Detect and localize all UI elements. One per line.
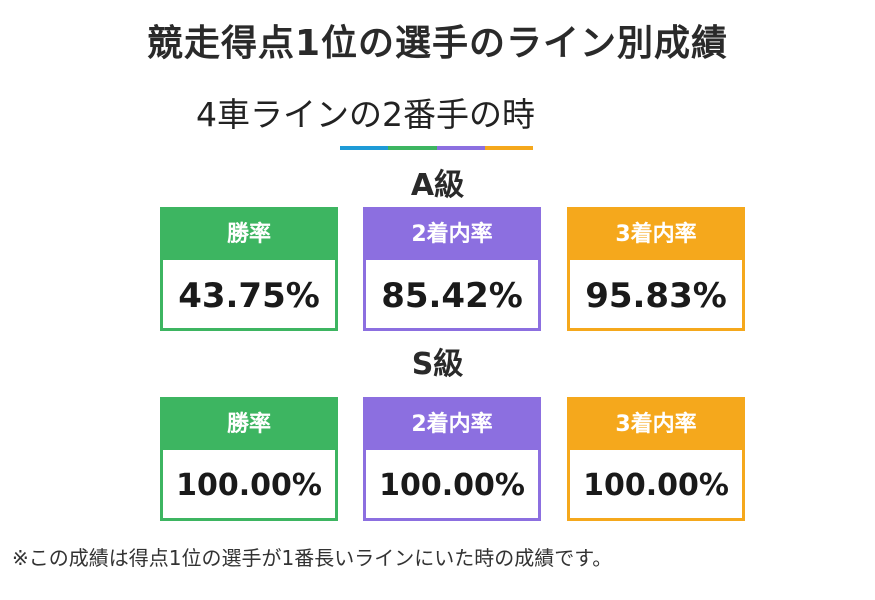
stat-card-a-top2-rate: 2着内率 85.42% <box>363 207 541 331</box>
divider-segment-orange <box>484 146 533 150</box>
footnote: ※この成績は得点1位の選手が1番長いラインにいた時の成績です。 <box>12 546 613 570</box>
stat-card-a-win-rate: 勝率 43.75% <box>160 207 338 331</box>
section-label-a: A級 <box>410 168 465 203</box>
divider-segment-green <box>388 146 437 150</box>
color-divider <box>340 146 533 150</box>
stat-card-s-top2-rate: 2着内率 100.00% <box>363 397 541 521</box>
stat-card-value: 43.75% <box>178 276 320 316</box>
stat-card-a-top3-rate: 3着内率 95.83% <box>567 207 745 331</box>
stat-card-s-win-rate: 勝率 100.00% <box>160 397 338 521</box>
stat-card-value: 100.00% <box>176 468 322 503</box>
stat-card-header: 2着内率 <box>366 400 538 450</box>
stat-card-value: 100.00% <box>379 468 525 503</box>
stat-card-header: 3着内率 <box>570 400 742 450</box>
stat-card-s-top3-rate: 3着内率 100.00% <box>567 397 745 521</box>
page-title: 競走得点1位の選手のライン別成績 <box>146 23 729 64</box>
divider-segment-blue <box>340 146 389 150</box>
stat-card-value: 95.83% <box>585 276 727 316</box>
page-subtitle: 4車ラインの2番手の時 <box>196 95 535 134</box>
stat-card-header: 3着内率 <box>570 210 742 260</box>
stat-card-header: 2着内率 <box>366 210 538 260</box>
stat-card-header: 勝率 <box>163 400 335 450</box>
divider-segment-purple <box>436 146 485 150</box>
section-label-s: S級 <box>411 347 464 382</box>
stat-card-header: 勝率 <box>163 210 335 260</box>
stat-card-value: 100.00% <box>583 468 729 503</box>
stat-card-value: 85.42% <box>381 276 523 316</box>
